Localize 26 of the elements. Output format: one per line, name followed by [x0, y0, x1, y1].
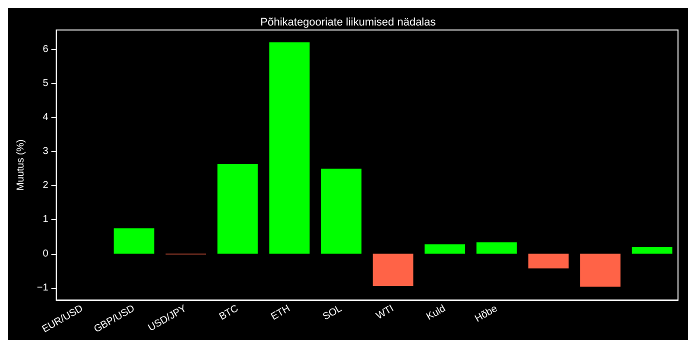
bar	[372, 254, 414, 286]
chart-title: Põhikategooriate liikumised nädalas	[260, 16, 436, 28]
y-tick-label: 0	[42, 248, 49, 260]
y-axis-title: Muutus (%)	[16, 139, 26, 191]
bar	[114, 228, 154, 254]
x-tick-label: BTC	[218, 303, 240, 323]
bar	[528, 254, 569, 268]
y-tick-label: 3	[42, 146, 49, 158]
bar	[424, 244, 466, 254]
bar	[321, 168, 362, 254]
bar	[476, 242, 517, 254]
x-tick-label: ETH	[269, 303, 292, 323]
y-tick-label: 5	[42, 78, 49, 90]
x-tick-label: Hõbe	[473, 303, 500, 325]
x-tick-label: SOL	[321, 303, 344, 323]
y-tick-label: 6	[42, 44, 49, 56]
bar	[632, 246, 672, 254]
x-tick-label: Kuld	[424, 303, 448, 323]
bar	[269, 42, 310, 254]
x-tick-label: WTI	[374, 303, 396, 322]
bar	[217, 164, 258, 254]
y-tick-label: −1	[36, 282, 49, 294]
bar	[580, 254, 620, 287]
y-tick-label: 4	[42, 112, 49, 124]
y-tick-label: 1	[42, 214, 49, 226]
y-tick-label: 2	[42, 180, 49, 192]
